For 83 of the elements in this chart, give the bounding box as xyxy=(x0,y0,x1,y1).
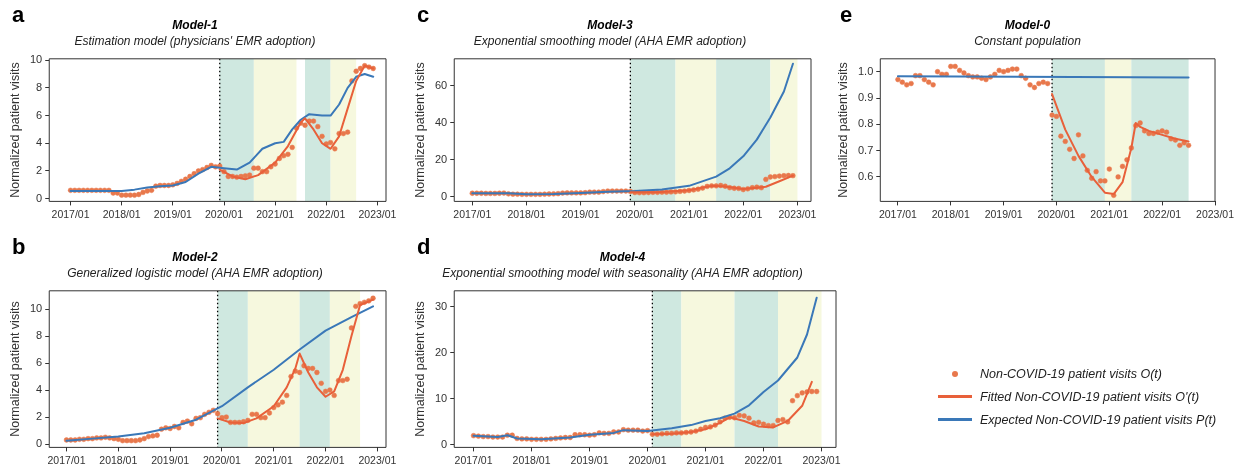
x-tick-label: 2021/01 xyxy=(686,453,725,466)
legend-label: Non-COVID-19 patient visits O(t) xyxy=(980,366,1162,381)
chart-title: Model-0 xyxy=(1004,17,1051,32)
chart-title: Model-1 xyxy=(172,17,218,32)
x-tick-label: 2023/01 xyxy=(358,207,397,220)
y-tick-label: 40 xyxy=(434,116,448,129)
y-axis-title: Normalized patient visits xyxy=(7,62,22,198)
chart-title: Model-2 xyxy=(172,249,218,264)
y-tick-label: 60 xyxy=(434,79,448,92)
text: e xyxy=(840,2,853,28)
y-tick-label: 10 xyxy=(29,53,43,66)
y-axis-title: Normalized patient visits xyxy=(412,62,427,198)
x-tick-label: 2019/01 xyxy=(151,453,190,466)
x-tick-label: 2022/01 xyxy=(306,453,345,466)
y-tick-label: 0 xyxy=(36,437,43,450)
x-tick-label: 2018/01 xyxy=(931,207,970,220)
y-tick-label: 30 xyxy=(434,299,448,312)
x-tick-label: 2023/01 xyxy=(1196,207,1235,220)
text: a xyxy=(12,2,25,28)
chart-subtitle: Constant population xyxy=(974,33,1082,48)
x-tick-label: 2022/01 xyxy=(1143,207,1182,220)
x-tick-label: 2017/01 xyxy=(51,207,90,220)
x-tick-label: 2023/01 xyxy=(802,453,841,466)
x-tick-label: 2017/01 xyxy=(47,453,86,466)
chart-subtitle: Exponential smoothing model with seasonality (AHA EMR adoption) xyxy=(442,265,803,280)
x-tick-label: 2017/01 xyxy=(878,207,918,220)
y-tick-label: 6 xyxy=(36,356,43,369)
y-tick-label: 4 xyxy=(36,136,43,149)
y-axis-title: Normalized patient visits xyxy=(412,301,427,437)
y-tick-label: 0 xyxy=(441,189,448,202)
y-axis-title: Normalized patient visits xyxy=(835,62,850,198)
legend-label: Fitted Non-COVID-19 patient visits O'(t) xyxy=(980,389,1200,404)
y-tick-label: 8 xyxy=(36,329,43,342)
x-tick-label: 2020/01 xyxy=(615,207,655,220)
chart-subtitle: Generalized logistic model (AHA EMR adoption) xyxy=(67,265,323,280)
y-tick-label: 2 xyxy=(36,410,43,423)
x-tick-label: 2018/01 xyxy=(507,207,546,220)
x-tick-label: 2022/01 xyxy=(744,453,783,466)
x-tick-label: 2023/01 xyxy=(358,453,397,466)
x-tick-label: 2021/01 xyxy=(1090,207,1129,220)
x-tick-label: 2019/01 xyxy=(153,207,192,220)
y-tick-label: 0.7 xyxy=(857,143,874,156)
y-tick-label: 10 xyxy=(434,391,448,404)
chart-title: Model-4 xyxy=(599,249,646,264)
x-tick-label: 2022/01 xyxy=(307,207,346,220)
y-axis-title: Normalized patient visits xyxy=(7,301,22,437)
y-tick-label: 20 xyxy=(434,153,448,165)
x-tick-label: 2022/01 xyxy=(724,207,763,220)
y-tick-label: 20 xyxy=(434,345,448,358)
x-tick-label: 2018/01 xyxy=(99,453,138,466)
x-tick-label: 2023/01 xyxy=(778,207,817,220)
x-tick-label: 2021/01 xyxy=(256,207,295,220)
text: c xyxy=(417,2,430,28)
y-tick-label: 0.8 xyxy=(857,117,874,130)
chart-subtitle: Exponential smoothing model (AHA EMR adoption) xyxy=(473,33,747,48)
y-tick-label: 2 xyxy=(36,163,43,176)
chart-title: Model-3 xyxy=(587,17,633,32)
x-tick-label: 2017/01 xyxy=(454,453,493,466)
y-tick-label: 6 xyxy=(36,108,43,121)
y-tick-label: 0 xyxy=(36,191,43,204)
x-tick-label: 2020/01 xyxy=(628,453,667,466)
y-tick-label: 4 xyxy=(36,383,43,396)
x-tick-label: 2017/01 xyxy=(453,207,492,220)
x-tick-label: 2019/01 xyxy=(561,207,600,220)
x-tick-label: 2018/01 xyxy=(102,207,141,220)
y-tick-label: 0 xyxy=(441,437,448,450)
x-tick-label: 2021/01 xyxy=(670,207,709,220)
y-tick-label: 10 xyxy=(29,302,43,315)
x-tick-label: 2019/01 xyxy=(984,207,1023,220)
text: d xyxy=(417,234,431,260)
text: b xyxy=(12,234,26,260)
x-tick-label: 2021/01 xyxy=(254,453,293,466)
y-tick-label: 0.6 xyxy=(857,169,874,182)
x-tick-label: 2020/01 xyxy=(205,207,244,220)
legend-label: Expected Non-COVID-19 patient visits P(t) xyxy=(980,412,1217,427)
y-tick-label: 0.9 xyxy=(857,91,874,104)
x-tick-label: 2020/01 xyxy=(1037,207,1076,220)
y-tick-label: 8 xyxy=(36,80,43,93)
y-tick-label: 1.0 xyxy=(857,64,874,77)
x-tick-label: 2019/01 xyxy=(570,453,609,466)
x-tick-label: 2020/01 xyxy=(202,453,242,466)
chart-subtitle: Estimation model (physicians' EMR adoption) xyxy=(74,33,316,48)
x-tick-label: 2018/01 xyxy=(512,453,551,466)
